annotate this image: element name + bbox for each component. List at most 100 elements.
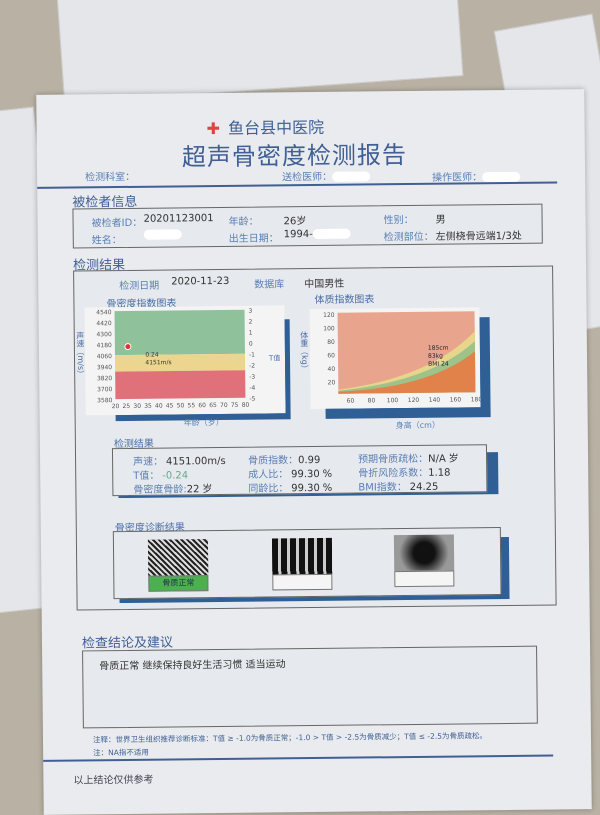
diagnosis-box: 骨质正常 <box>112 527 502 600</box>
y-tick-label: 60 <box>327 352 335 359</box>
redaction <box>143 229 182 240</box>
bmi-annotation: 83kg <box>428 353 443 360</box>
patient-info-box: 被检者ID： 20201123001 年龄： 26岁 性别： 男 姓名： 出生日… <box>72 203 543 249</box>
y-tick-label: 3700 <box>97 386 113 393</box>
osteoporosis-zone <box>115 370 246 400</box>
patient-sex: 男 <box>435 214 446 226</box>
x-tick-label: 80 <box>242 402 250 409</box>
y-tick-label: 3580 <box>97 397 113 404</box>
x-tick-label: 35 <box>144 403 152 410</box>
normal-zone <box>114 309 245 356</box>
x-tick-label: 20 <box>112 403 120 410</box>
test-date: 2020-11-23 <box>171 275 230 288</box>
who-note: 注释：世界卫生组织推荐诊断标准：T值 ≥ -1.0为骨质正常；-1.0 > T值… <box>92 731 488 745</box>
measurement-point <box>124 343 132 351</box>
test-site: 左侧桡骨远端1/3处 <box>435 230 522 243</box>
x-tick-label: 100 <box>387 397 399 404</box>
y-tick-label: 3940 <box>97 364 113 371</box>
diagnosis-osteoporosis <box>394 570 455 588</box>
referring-label: 送检医师： <box>282 171 333 184</box>
x-tick-label: 140 <box>429 397 441 404</box>
x-tick-label: 40 <box>155 403 163 410</box>
t-axis-label: T值 <box>268 353 280 362</box>
x-tick-label: 160 <box>450 396 462 403</box>
x-tick-label: 30 <box>133 403 141 410</box>
t-annotation: 0.24 <box>145 351 159 358</box>
results-panel: 检测日期 2020-11-23 数据库 中国男性 骨密度指数图表 体质指数图表 … <box>73 265 557 611</box>
t-tick-label: 3 <box>248 308 252 315</box>
y-tick-label: 20 <box>328 379 336 386</box>
osteopenia-bone-image <box>271 537 333 575</box>
conclusion-text: 骨质正常 继续保持良好生活习惯 适当运动 <box>99 659 286 673</box>
name-label: 姓名： <box>91 235 122 247</box>
diagnosis-normal: 骨质正常 <box>148 575 209 592</box>
y-tick-label: 4420 <box>96 320 112 327</box>
redaction <box>312 228 351 240</box>
y-tick-label: 3820 <box>97 375 113 382</box>
date-label: 检测日期 <box>119 280 160 293</box>
y-tick-label: 4180 <box>97 342 113 349</box>
id-label: 被检者ID： <box>91 217 143 230</box>
x-tick-label: 65 <box>209 402 217 409</box>
t-tick-label: -3 <box>249 374 255 381</box>
dob-label: 出生日期： <box>228 233 279 245</box>
speed-annotation: 4151m/s <box>145 359 171 366</box>
measure-box: 声速： 4151.00m/s T值： -0.24 骨密度骨龄:22 岁 骨质指数… <box>111 444 488 497</box>
normal-bone-image <box>147 539 209 576</box>
diagnosis-osteopenia <box>272 573 333 591</box>
database: 中国男性 <box>304 278 345 291</box>
t-tick-label: -5 <box>249 396 255 403</box>
bmd-ylabel: 声速（m/s） <box>75 331 86 379</box>
unit: 岁 <box>202 484 213 496</box>
report-title: 超声骨密度检测报告 <box>181 141 408 172</box>
x-tick-label: 120 <box>408 397 420 404</box>
age-label: 年龄： <box>228 216 259 228</box>
patient-dob: 1994- <box>283 228 351 241</box>
x-tick-label: 25 <box>122 403 130 410</box>
y-tick-label: 120 <box>323 312 335 319</box>
same-age-ratio: 99.30 <box>291 482 320 495</box>
footer-note: 以上结论仅供参考 <box>73 774 154 787</box>
bmi-annotation: BMI 24 <box>428 361 449 368</box>
dob-value: 1994- <box>283 229 313 241</box>
x-tick-label: 55 <box>187 402 195 409</box>
t-tick-label: 0 <box>249 341 253 348</box>
bmi-chart-title: 体质指数图表 <box>314 294 375 306</box>
referring-doctor: 送检医师： <box>282 167 371 184</box>
x-tick-label: 50 <box>177 402 185 409</box>
same-label: 同龄比： <box>248 483 289 495</box>
red-cross-icon: ✚ <box>206 118 221 139</box>
report-page: ✚ 鱼台县中医院 超声骨密度检测报告 检测科室： 送检医师： 操作医师： 被检者信… <box>36 89 592 815</box>
underweight-zone <box>338 351 476 394</box>
t-tick-label: 2 <box>249 319 253 326</box>
redaction <box>332 171 371 182</box>
x-tick-label: 80 <box>368 397 376 404</box>
y-tick-label: 80 <box>327 339 335 346</box>
osteopenia-zone <box>114 353 246 372</box>
patient-id: 20201123001 <box>143 213 214 225</box>
t-tick-label: -4 <box>249 385 255 392</box>
bmi-ylabel: 体重（kg） <box>299 331 310 373</box>
x-tick-label: 45 <box>166 402 174 409</box>
y-tick-label: 40 <box>327 366 335 373</box>
t-tick-label: -2 <box>249 363 255 370</box>
x-tick-label: 180 <box>471 396 481 403</box>
bmi-annotation: 185cm <box>428 345 449 352</box>
unit: % <box>322 482 333 494</box>
x-tick-label: 60 <box>347 398 355 405</box>
bmi-xlabel: 身高（cm） <box>395 420 440 431</box>
hospital-text: 鱼台县中医院 <box>227 117 325 138</box>
x-tick-label: 70 <box>220 402 228 409</box>
bmi-label: BMI指数： <box>358 482 407 494</box>
db-label: 数据库 <box>254 279 285 291</box>
redaction <box>482 171 521 183</box>
bmd-xlabel: 年龄（岁） <box>183 417 224 428</box>
t-tick-label: 1 <box>249 330 253 337</box>
x-tick-label: 60 <box>198 402 206 409</box>
site-label: 检测部位： <box>383 231 434 244</box>
conclusion-box: 骨质正常 继续保持良好生活习惯 适当运动 <box>82 645 538 729</box>
y-tick-label: 4540 <box>96 309 112 316</box>
background-paper <box>56 0 464 104</box>
osteoporosis-bone-image <box>393 534 455 572</box>
sex-label: 性别： <box>383 214 414 227</box>
